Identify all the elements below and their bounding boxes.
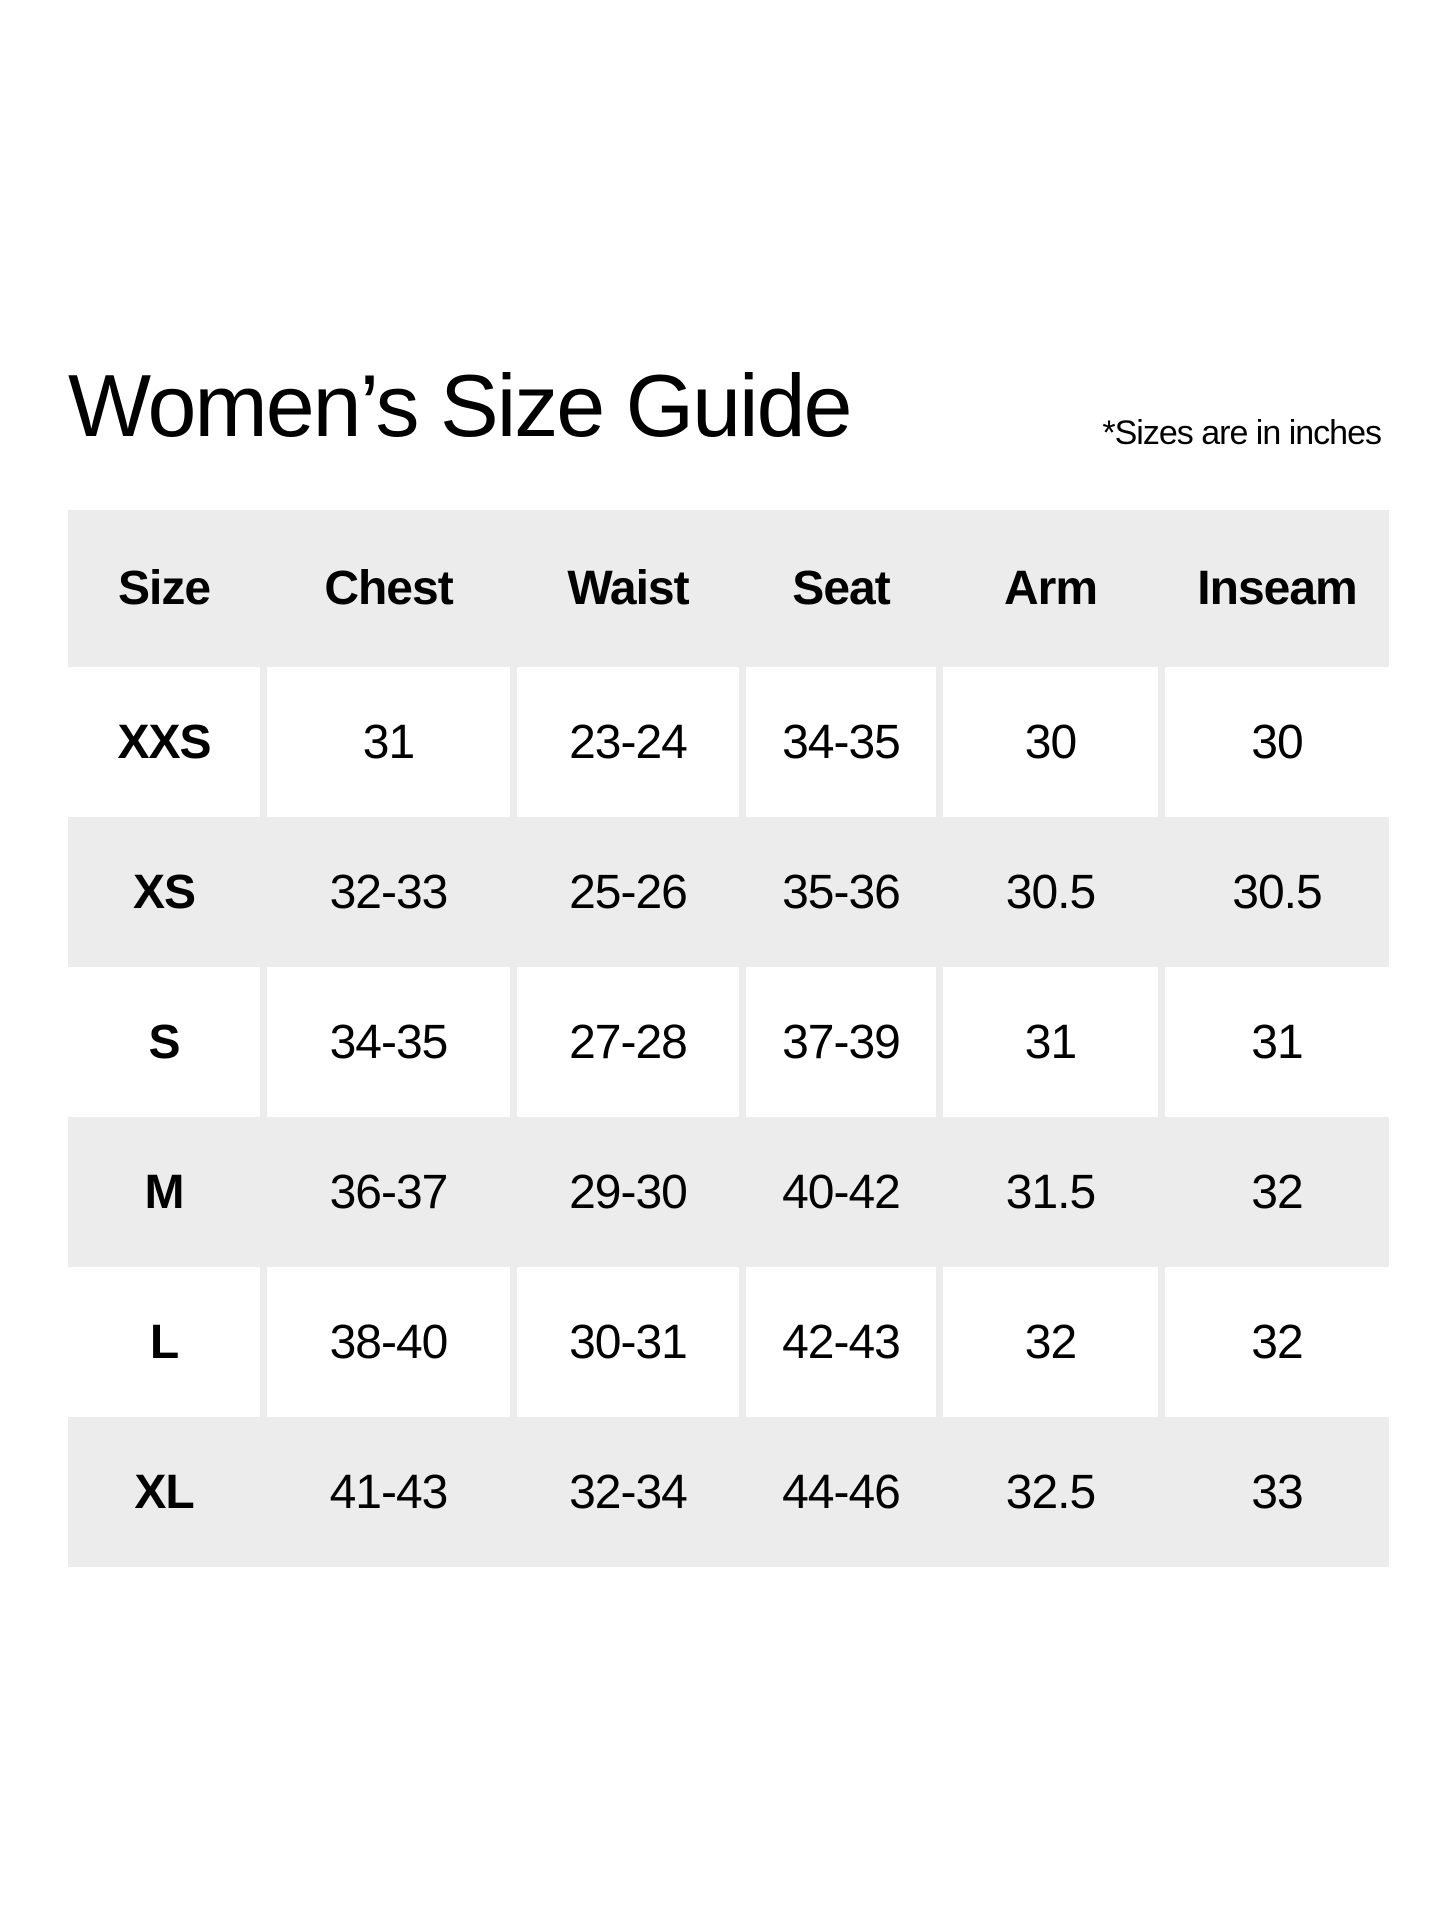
measurement-cell: 32	[1251, 1165, 1303, 1219]
table-row: M 36-37 29-30 40-42 31.5 32	[68, 1117, 1389, 1267]
table-row: XS 32-33 25-26 35-36 30.5 30.5	[68, 817, 1389, 967]
header-cell: Size	[117, 562, 211, 615]
table-row: L 38-40 30-31 42-43 32 32	[68, 1267, 1389, 1417]
measurement-cell: 25-26	[569, 865, 688, 919]
header-cell: Waist	[567, 562, 689, 615]
measurement-cell: 44-46	[782, 1465, 901, 1519]
table-row: XL 41-43 32-34 44-46 32.5 33	[68, 1417, 1389, 1567]
measurement-cell: 42-43	[746, 1267, 936, 1417]
measurement-cell: 29-30	[569, 1165, 688, 1219]
measurement-cell: 33	[1251, 1465, 1303, 1519]
measurement-cell: 31	[943, 967, 1158, 1117]
measurement-cell: 32-33	[329, 865, 449, 919]
measurement-cell: 30-31	[517, 1267, 739, 1417]
table-header: Size Chest Waist Seat Arm Inseam	[68, 510, 1389, 667]
header-cell: Seat	[792, 562, 890, 615]
measurement-cell: 38-40	[267, 1267, 510, 1417]
size-cell: S	[68, 967, 260, 1117]
size-cell: XS	[132, 865, 196, 919]
header-cell: Arm	[1003, 562, 1098, 615]
measurement-cell: 23-24	[517, 667, 739, 817]
page-title: Women’s Size Guide	[68, 356, 852, 455]
table-row: XXS 31 23-24 34-35 30 30	[68, 667, 1389, 817]
measurement-cell: 37-39	[746, 967, 936, 1117]
measurement-cell: 31.5	[1005, 1165, 1096, 1219]
measurement-cell: 35-36	[782, 865, 901, 919]
measurement-cell: 31	[1165, 967, 1389, 1117]
measurement-cell: 30.5	[1005, 865, 1096, 919]
measurement-cell: 32	[943, 1267, 1158, 1417]
units-note: *Sizes are in inches	[1102, 414, 1382, 452]
measurement-cell: 32	[1165, 1267, 1389, 1417]
size-cell: XXS	[68, 667, 260, 817]
measurement-cell: 30.5	[1232, 865, 1322, 919]
header-cell: Inseam	[1197, 562, 1357, 615]
measurement-cell: 32-34	[569, 1465, 688, 1519]
size-cell: M	[144, 1165, 185, 1219]
measurement-cell: 30	[1165, 667, 1389, 817]
measurement-cell: 41-43	[329, 1465, 449, 1519]
table-row: S 34-35 27-28 37-39 31 31	[68, 967, 1389, 1117]
measurement-cell: 36-37	[329, 1165, 449, 1219]
size-table: Size Chest Waist Seat Arm Inseam XXS 31 23…	[68, 510, 1389, 1567]
header-cell: Chest	[324, 562, 453, 615]
measurement-cell: 31	[267, 667, 510, 817]
measurement-cell: 40-42	[782, 1165, 901, 1219]
measurement-cell: 32.5	[1005, 1465, 1096, 1519]
size-cell: L	[68, 1267, 260, 1417]
measurement-cell: 27-28	[517, 967, 739, 1117]
measurement-cell: 34-35	[267, 967, 510, 1117]
measurement-cell: 30	[943, 667, 1158, 817]
measurement-cell: 34-35	[746, 667, 936, 817]
size-cell: XL	[134, 1465, 194, 1519]
